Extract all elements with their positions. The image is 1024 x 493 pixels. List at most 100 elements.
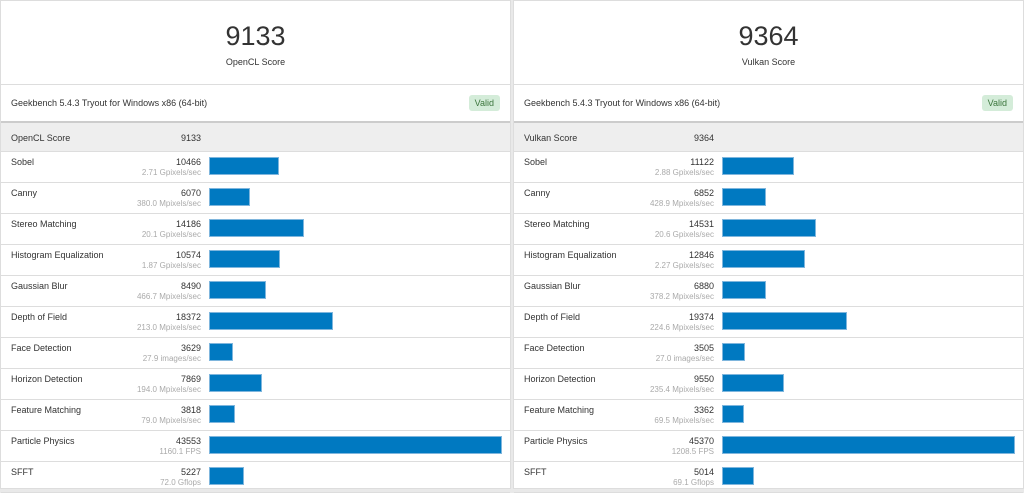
test-rate: 79.0 Mpixels/sec xyxy=(141,416,201,425)
valid-badge: Valid xyxy=(981,95,1013,111)
test-rate: 69.5 Mpixels/sec xyxy=(654,416,714,425)
score-bar xyxy=(209,188,250,206)
score-bar xyxy=(722,250,805,268)
version-row: Geekbench 5.4.3 Tryout for Windows x86 (… xyxy=(1,85,510,123)
test-name: SFFT xyxy=(524,467,547,477)
test-name: Depth of Field xyxy=(11,312,68,322)
test-name: SFFT xyxy=(11,467,34,477)
test-rate: 213.0 Mpixels/sec xyxy=(136,323,201,332)
test-rate: 428.9 Mpixels/sec xyxy=(649,199,714,208)
test-score: 10574 xyxy=(175,250,201,260)
test-rate: 27.0 images/sec xyxy=(655,354,714,363)
test-name: Feature Matching xyxy=(11,405,82,415)
table-row: Depth of Field 18372 213.0 Mpixels/sec xyxy=(1,307,510,338)
score-bar xyxy=(209,374,262,392)
score-bar xyxy=(209,405,235,423)
version-text: Geekbench 5.4.3 Tryout for Windows x86 (… xyxy=(11,98,208,108)
test-score: 3818 xyxy=(180,405,201,415)
test-rate: 72.0 Gflops xyxy=(160,478,201,487)
score-bar xyxy=(722,219,816,237)
test-rate: 466.7 Mpixels/sec xyxy=(136,292,201,301)
test-rate: 235.4 Mpixels/sec xyxy=(649,385,714,394)
test-score: 3362 xyxy=(693,405,714,415)
test-score: 6852 xyxy=(693,188,714,198)
test-score: 5227 xyxy=(180,467,201,477)
test-score: 3629 xyxy=(180,343,201,353)
total-score: 9364 xyxy=(738,21,799,51)
test-score: 11122 xyxy=(690,157,714,167)
score-row-value: 9133 xyxy=(180,133,201,143)
score-header: 9133 OpenCL Score xyxy=(1,1,510,85)
test-name: Face Detection xyxy=(11,343,72,353)
test-rate: 27.9 images/sec xyxy=(142,354,201,363)
score-bar xyxy=(209,436,502,454)
score-label: Vulkan Score xyxy=(741,57,796,67)
table-row: Particle Physics 43553 1160.1 FPS xyxy=(1,431,510,462)
table-row: Horizon Detection 9550 235.4 Mpixels/sec xyxy=(514,369,1023,400)
test-rate: 20.6 Gpixels/sec xyxy=(654,230,714,239)
test-name: Histogram Equalization xyxy=(11,250,104,260)
test-rate: 1160.1 FPS xyxy=(159,447,201,456)
score-bar xyxy=(722,157,794,175)
test-rate: 1.87 Gpixels/sec xyxy=(141,261,201,270)
score-bar xyxy=(209,250,280,268)
table-row: Particle Physics 45370 1208.5 FPS xyxy=(514,431,1023,462)
test-name: Horizon Detection xyxy=(524,374,596,384)
test-name: Depth of Field xyxy=(524,312,581,322)
table-row: Sobel 11122 2.88 Gpixels/sec xyxy=(514,152,1023,183)
test-name: Gaussian Blur xyxy=(11,281,68,291)
test-name: Particle Physics xyxy=(524,436,588,446)
score-row: OpenCL Score 9133 xyxy=(1,123,510,152)
test-name: Sobel xyxy=(11,157,35,167)
test-rate: 1208.5 FPS xyxy=(671,447,714,456)
total-score: 9133 xyxy=(225,21,286,51)
score-row-label: Vulkan Score xyxy=(524,133,578,143)
score-bar xyxy=(722,467,754,485)
score-row-value: 9364 xyxy=(693,133,714,143)
test-score: 6070 xyxy=(180,188,201,198)
test-score: 19374 xyxy=(688,312,714,322)
test-rate: 69.1 Gflops xyxy=(673,478,714,487)
table-row: Histogram Equalization 12846 2.27 Gpixel… xyxy=(514,245,1023,276)
version-row: Geekbench 5.4.3 Tryout for Windows x86 (… xyxy=(514,85,1023,123)
test-rate: 2.88 Gpixels/sec xyxy=(654,168,714,177)
test-score: 3505 xyxy=(693,343,714,353)
table-row: Feature Matching 3818 79.0 Mpixels/sec xyxy=(1,400,510,431)
table-row: Horizon Detection 7869 194.0 Mpixels/sec xyxy=(1,369,510,400)
table-row: Gaussian Blur 6880 378.2 Mpixels/sec xyxy=(514,276,1023,307)
table-row: Face Detection 3629 27.9 images/sec xyxy=(1,338,510,369)
score-bar xyxy=(722,343,745,361)
score-header: 9364 Vulkan Score xyxy=(514,1,1023,85)
test-name: Feature Matching xyxy=(524,405,595,415)
table-row: Face Detection 3505 27.0 images/sec xyxy=(514,338,1023,369)
test-rate: 224.6 Mpixels/sec xyxy=(649,323,714,332)
score-label: OpenCL Score xyxy=(225,57,286,67)
test-name: Sobel xyxy=(524,157,548,167)
test-name: Particle Physics xyxy=(11,436,75,446)
table-row: Feature Matching 3362 69.5 Mpixels/sec xyxy=(514,400,1023,431)
version-text: Geekbench 5.4.3 Tryout for Windows x86 (… xyxy=(524,98,721,108)
test-rate: 20.1 Gpixels/sec xyxy=(141,230,201,239)
score-bar xyxy=(722,188,766,206)
test-name: Histogram Equalization xyxy=(524,250,617,260)
table-row: Sobel 10466 2.71 Gpixels/sec xyxy=(1,152,510,183)
score-bar xyxy=(209,281,266,299)
valid-badge: Valid xyxy=(468,95,500,111)
test-score: 45370 xyxy=(688,436,714,446)
table-row: SFFT 5014 69.1 Gflops xyxy=(514,462,1023,493)
test-name: Stereo Matching xyxy=(524,219,590,229)
table-row: Gaussian Blur 8490 466.7 Mpixels/sec xyxy=(1,276,510,307)
score-bar xyxy=(722,436,1015,454)
test-rate: 378.2 Mpixels/sec xyxy=(649,292,714,301)
table-row: Stereo Matching 14186 20.1 Gpixels/sec xyxy=(1,214,510,245)
score-row-label: OpenCL Score xyxy=(11,133,71,143)
test-name: Gaussian Blur xyxy=(524,281,581,291)
test-score: 12846 xyxy=(688,250,714,260)
test-rate: 2.27 Gpixels/sec xyxy=(654,261,714,270)
table-row: Canny 6852 428.9 Mpixels/sec xyxy=(514,183,1023,214)
score-bar xyxy=(209,312,333,330)
table-row: Histogram Equalization 10574 1.87 Gpixel… xyxy=(1,245,510,276)
test-name: Canny xyxy=(524,188,551,198)
score-bar xyxy=(209,157,279,175)
test-score: 14531 xyxy=(688,219,714,229)
